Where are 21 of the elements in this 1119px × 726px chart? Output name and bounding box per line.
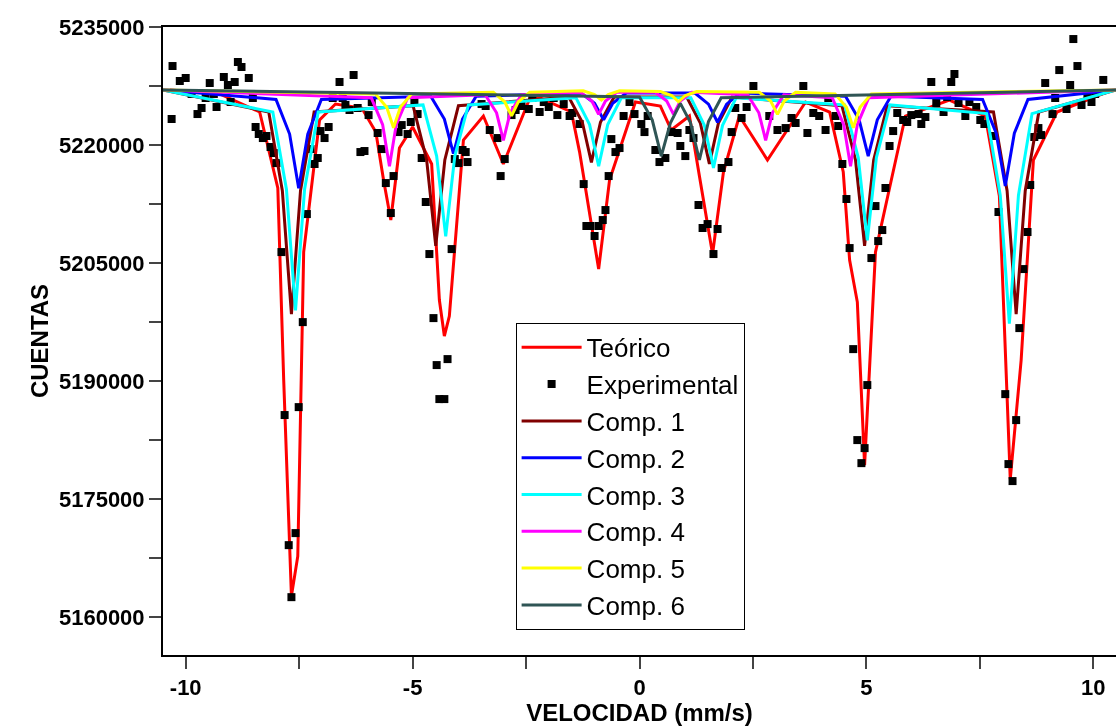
- legend-label: Comp. 4: [586, 517, 685, 548]
- legend-label: Experimental: [586, 370, 739, 401]
- y-tick-label: 5160000: [58, 604, 145, 630]
- x-tick-label: 0: [633, 675, 646, 701]
- y-tick-label: 5190000: [58, 368, 145, 394]
- y-axis-title: CUENTAS: [25, 283, 53, 399]
- y-tick-label: 5205000: [58, 250, 145, 276]
- x-axis-title: VELOCIDAD (mm/s): [526, 699, 753, 726]
- legend-label: Teórico: [586, 333, 671, 364]
- y-tick-label: 5235000: [58, 14, 145, 40]
- y-tick-label: 5220000: [58, 132, 145, 158]
- x-tick-label: 10: [1081, 675, 1106, 701]
- x-tick-label: -5: [402, 675, 423, 701]
- x-tick-label: -10: [169, 675, 202, 701]
- legend-label: Comp. 5: [586, 554, 685, 585]
- legend-label: Comp. 6: [586, 591, 685, 622]
- legend-label: Comp. 3: [586, 480, 685, 511]
- y-tick-label: 5175000: [58, 486, 145, 512]
- legend-label: Comp. 1: [586, 407, 685, 438]
- x-tick-label: 5: [860, 675, 873, 701]
- legend-label: Comp. 2: [586, 443, 685, 474]
